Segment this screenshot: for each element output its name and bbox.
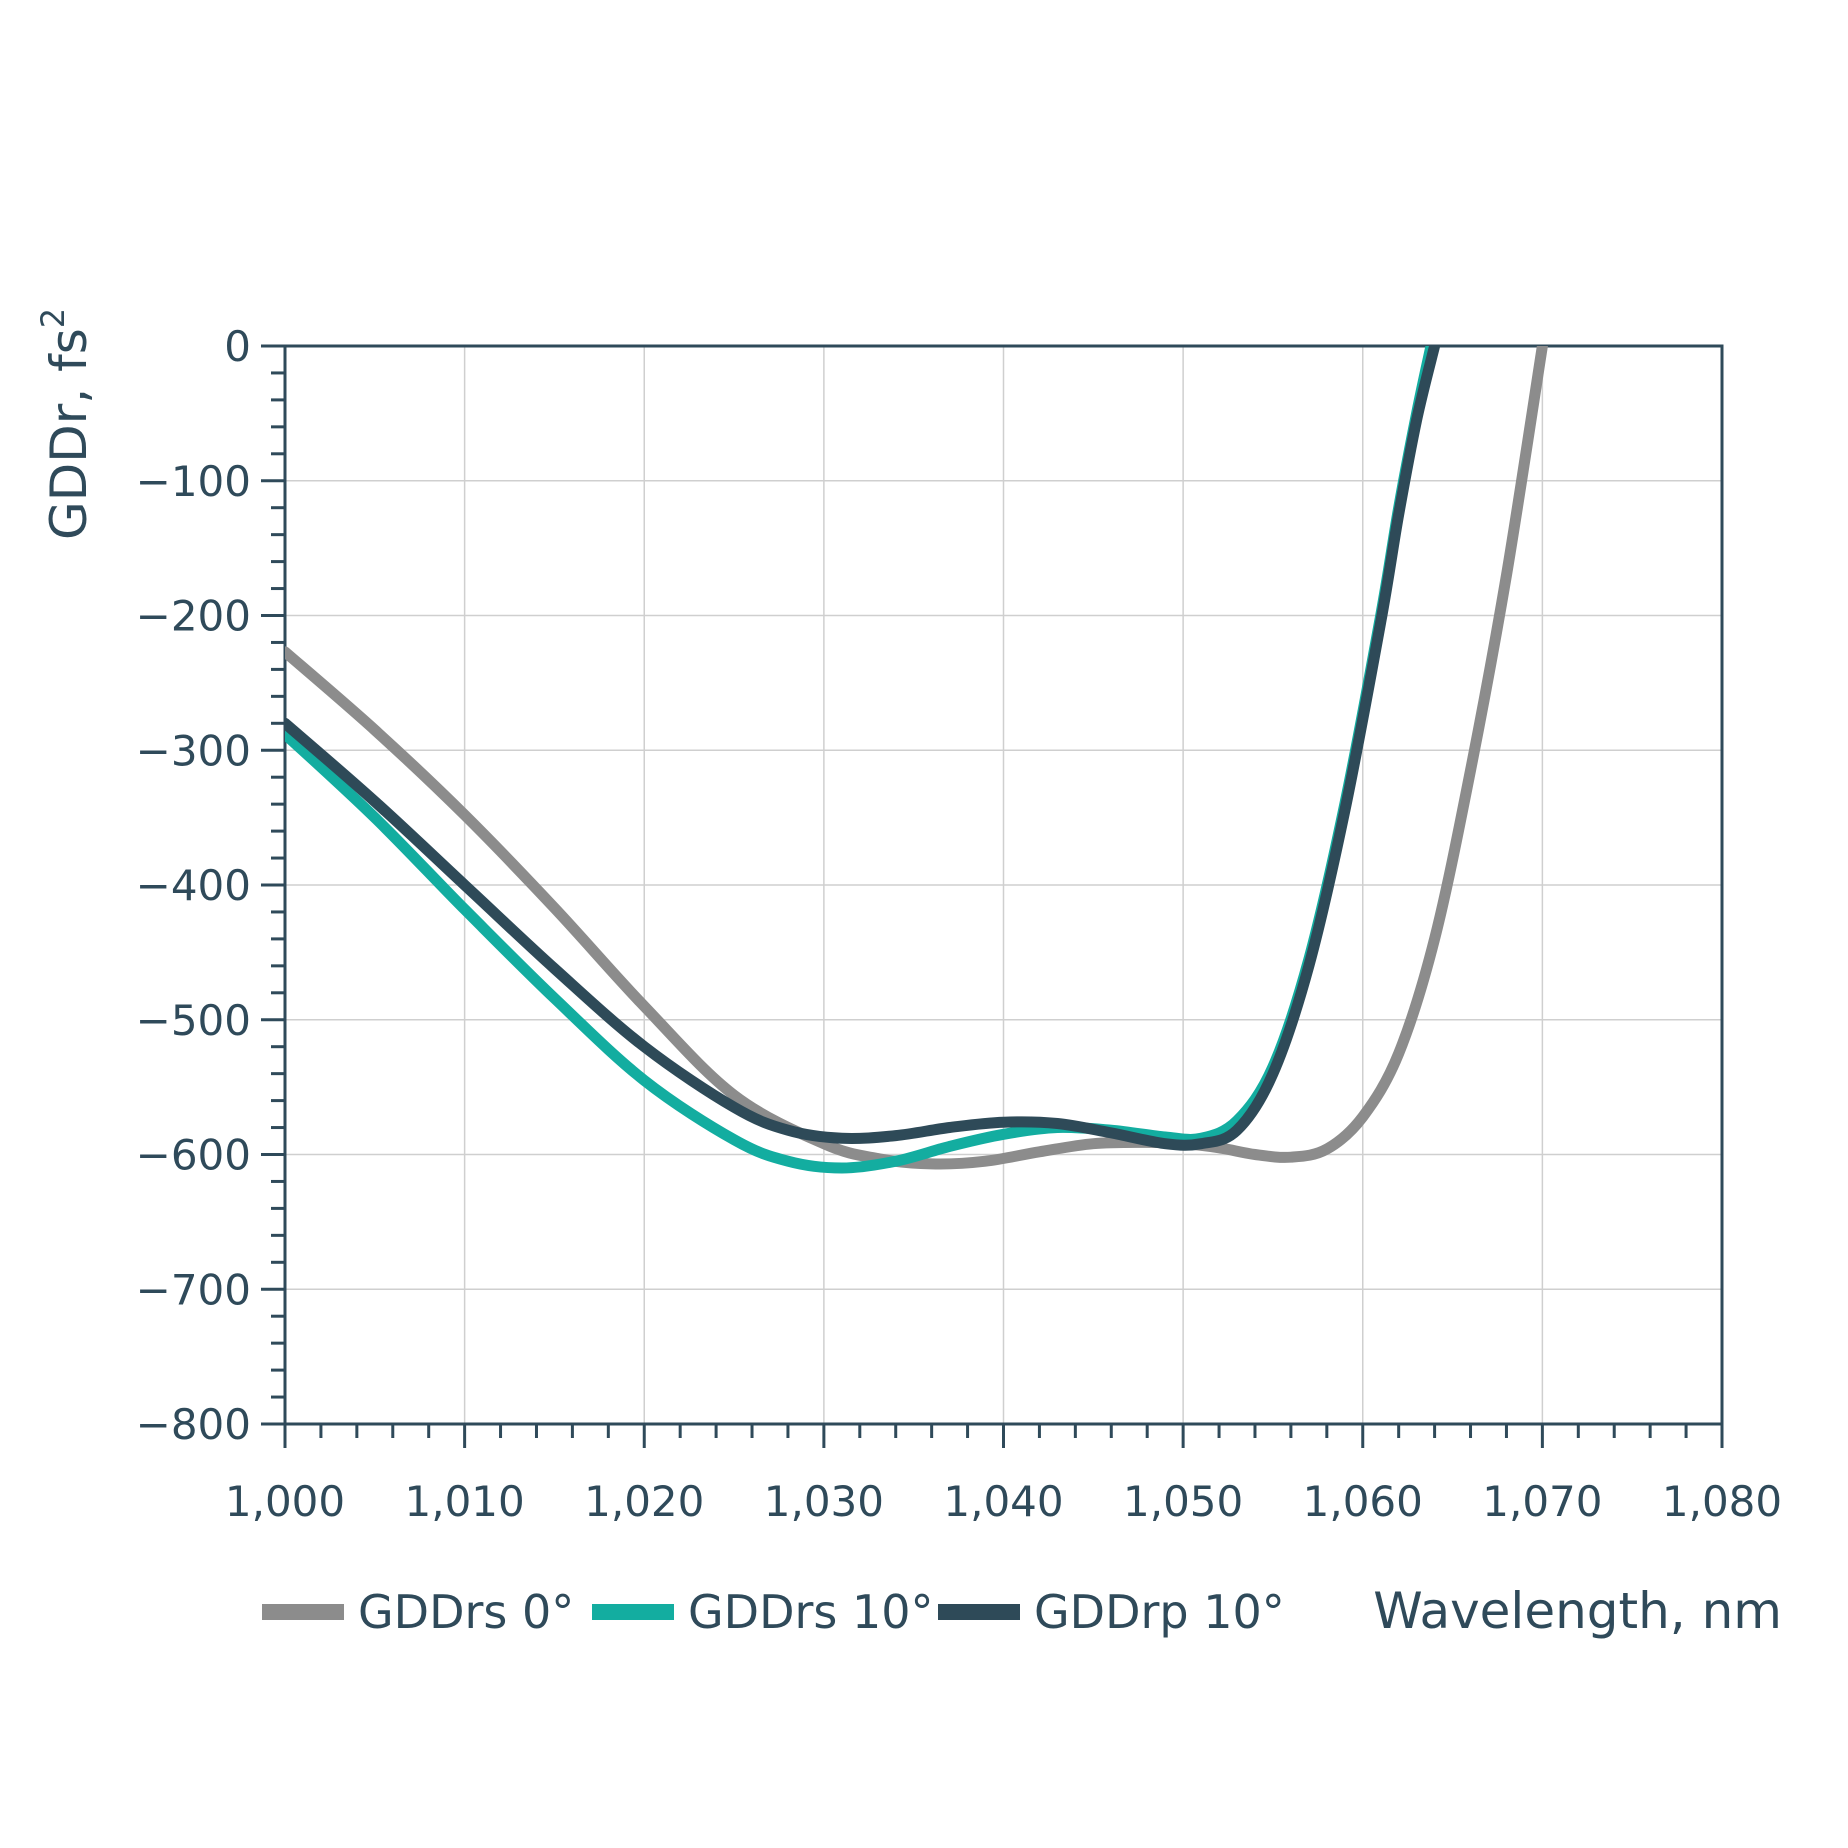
x-axis-title: Wavelength, nm: [1373, 1582, 1782, 1640]
y-tick-label: −600: [136, 1131, 251, 1180]
y-tick-label: −700: [136, 1265, 251, 1314]
minor-ticks: [261, 344, 1724, 1448]
x-tick-label: 1,070: [1482, 1477, 1602, 1526]
y-tick-label: −800: [136, 1400, 251, 1449]
y-tick-label: −200: [136, 592, 251, 641]
y-axis-title: GDDr, fs2: [34, 308, 98, 540]
series-line-1: [285, 346, 1437, 1174]
y-tick-label: −300: [136, 726, 251, 775]
x-tick-label: 1,030: [764, 1477, 884, 1526]
y-tick-labels: 0 −100 −200 −300 −400 −500 −600 −700 −800: [136, 322, 251, 1449]
x-tick-label: 1,020: [584, 1477, 704, 1526]
legend-label-1: GDDrs 10°: [688, 1585, 934, 1639]
legend: GDDrs 0° GDDrs 10° GDDrp 10°: [262, 1585, 1285, 1639]
series-layer: [285, 346, 1548, 1174]
x-tick-label: 1,050: [1123, 1477, 1243, 1526]
y-tick-label: −400: [136, 861, 251, 910]
y-axis-title-superscript: 2: [34, 308, 72, 328]
x-tick-label: 1,040: [943, 1477, 1063, 1526]
y-axis-title-text: GDDr, fs: [40, 328, 98, 540]
x-tick-labels: 1,000 1,010 1,020 1,030 1,040 1,050 1,060 1,070…: [225, 1477, 1782, 1526]
y-tick-label: −100: [136, 457, 251, 506]
x-tick-label: 1,010: [405, 1477, 525, 1526]
plot-frame: [283, 344, 1724, 1426]
legend-label-2: GDDrp 10°: [1034, 1585, 1285, 1639]
x-tick-label: 1,000: [225, 1477, 345, 1526]
y-tick-label: 0: [224, 322, 251, 371]
legend-label-0: GDDrs 0°: [358, 1585, 574, 1639]
y-tick-label: −500: [136, 996, 251, 1045]
series-line-2: [285, 346, 1441, 1151]
grid: [285, 346, 1722, 1424]
x-tick-label: 1,060: [1303, 1477, 1423, 1526]
x-tick-label: 1,080: [1662, 1477, 1782, 1526]
